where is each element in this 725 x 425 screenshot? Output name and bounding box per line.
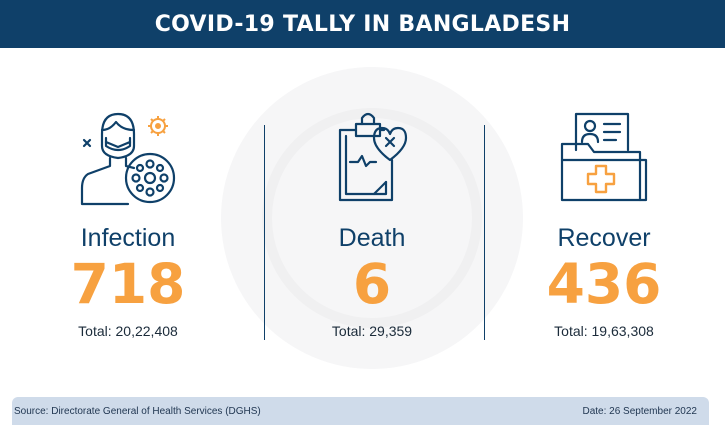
stat-value: 436 xyxy=(546,252,662,316)
page-title: COVID-19 TALLY IN BANGLADESH xyxy=(154,11,571,37)
watermark-ring xyxy=(262,108,482,328)
divider xyxy=(264,125,265,340)
medical-folder-icon xyxy=(560,112,648,202)
stat-death: Death 6 Total: 29,359 xyxy=(262,100,482,340)
date-text: Date: 26 September 2022 xyxy=(582,405,697,417)
page-title-banner: COVID-19 TALLY IN BANGLADESH xyxy=(0,0,725,48)
stat-value: 6 xyxy=(352,252,392,316)
stat-infection: Infection 718 Total: 20,22,408 xyxy=(18,100,238,340)
stat-value: 718 xyxy=(70,252,186,316)
source-text: Source: Directorate General of Health Se… xyxy=(14,405,261,417)
stat-total: Total: 29,359 xyxy=(331,323,413,339)
divider xyxy=(484,125,485,340)
stat-label: Recover xyxy=(557,224,651,252)
stat-label: Infection xyxy=(80,224,176,252)
stat-recover: Recover 436 Total: 19,63,308 xyxy=(494,100,714,340)
infected-person-icon xyxy=(80,112,176,206)
stat-total: Total: 20,22,408 xyxy=(78,323,178,339)
clipboard-heart-icon xyxy=(338,112,408,202)
footer-bar: Source: Directorate General of Health Se… xyxy=(12,397,709,425)
stat-label: Death xyxy=(338,224,406,252)
stat-total: Total: 19,63,308 xyxy=(554,323,654,339)
